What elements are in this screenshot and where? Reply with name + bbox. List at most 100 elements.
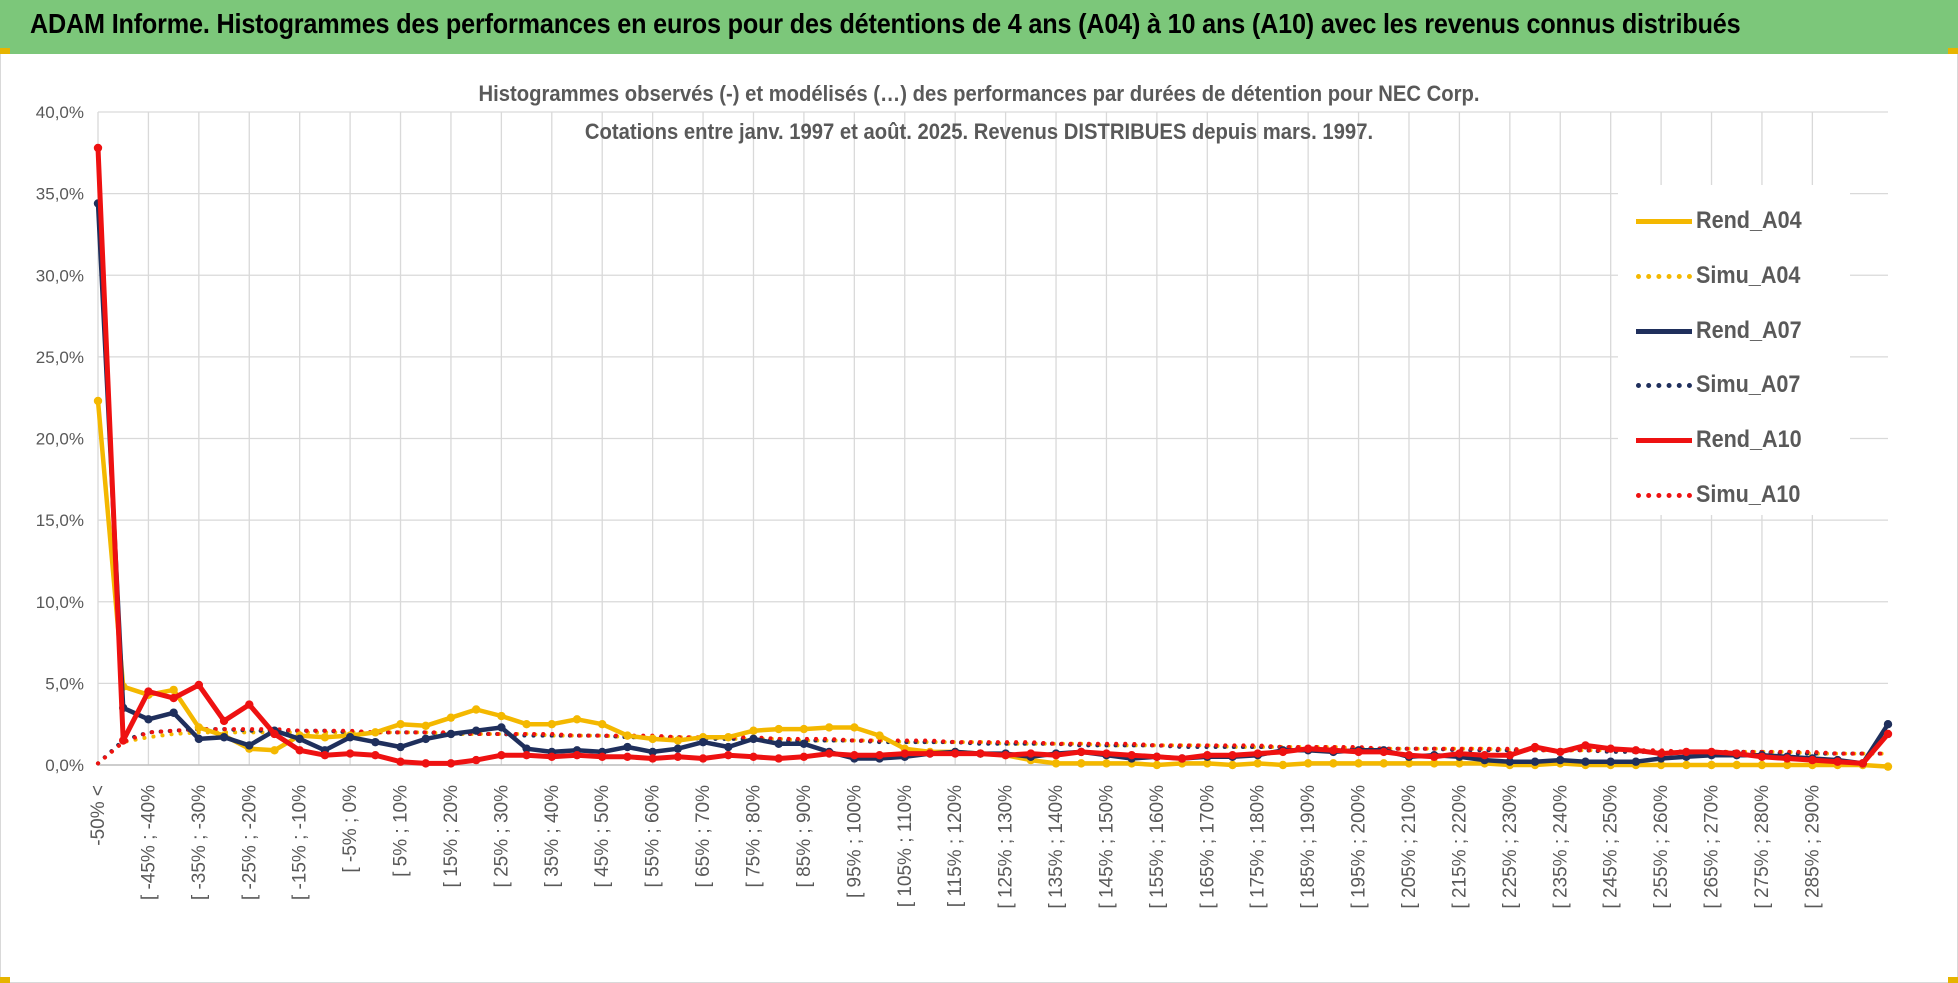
- data-point-rend-a07: [1883, 719, 1893, 729]
- legend-item-simu-a07: Simu_A07: [1618, 371, 1850, 401]
- data-point-rend-a10: [799, 752, 809, 762]
- x-tick-label: [ 165% ; 170%: [1197, 785, 1218, 909]
- corner-mark-bottom-left: [0, 977, 10, 983]
- data-point-rend-a10: [774, 754, 783, 763]
- data-point-rend-a10: [1278, 747, 1288, 757]
- x-tick-label: [ 35% ; 40%: [542, 785, 563, 888]
- x-tick-label: [ 175% ; 180%: [1248, 785, 1269, 909]
- data-point-rend-a10: [1505, 751, 1515, 760]
- x-tick-label: [ 285% ; 290%: [1802, 785, 1823, 909]
- data-point-rend-a04: [522, 719, 531, 729]
- data-point-rend-a10: [194, 680, 204, 690]
- corner-mark-top-left: [0, 48, 10, 54]
- x-tick-label: [ 255% ; 260%: [1651, 785, 1672, 909]
- data-point-rend-a10: [1404, 751, 1414, 760]
- data-point-rend-a10: [1833, 757, 1842, 766]
- data-point-rend-a04: [1203, 759, 1212, 768]
- x-tick-label: [ 55% ; 60%: [643, 785, 664, 888]
- legend-swatch-rend-a04: [1636, 219, 1692, 224]
- data-point-rend-a10: [1556, 747, 1565, 757]
- data-point-rend-a10: [1228, 751, 1237, 760]
- data-point-rend-a10: [522, 751, 531, 760]
- x-tick-label: [ 65% ; 70%: [693, 785, 714, 888]
- chart-title-line-2: Cotations entre janv. 1997 et août. 2025…: [584, 119, 1374, 144]
- report-banner: ADAM Informe. Histogrammes des performan…: [0, 0, 1958, 54]
- x-tick-label: [ 215% ; 220%: [1449, 785, 1470, 909]
- corner-mark-top-right: [1948, 48, 1958, 54]
- data-point-rend-a04: [1329, 759, 1338, 768]
- legend-swatch-rend-a07: [1636, 329, 1692, 334]
- x-tick-label: [ 135% ; 140%: [1046, 785, 1067, 909]
- data-point-rend-a04: [1077, 759, 1086, 768]
- data-point-rend-a10: [245, 700, 254, 709]
- legend-label-simu-a07: Simu_A07: [1696, 371, 1801, 398]
- data-point-rend-a10: [421, 759, 430, 768]
- data-point-rend-a04: [1883, 762, 1893, 771]
- data-point-rend-a07: [623, 742, 632, 752]
- data-point-rend-a10: [673, 752, 683, 762]
- data-point-rend-a04: [1707, 760, 1716, 770]
- legend-item-simu-a10: Simu_A10: [1618, 481, 1850, 511]
- legend-item-rend-a10: Rend_A10: [1618, 426, 1850, 456]
- data-point-rend-a04: [497, 711, 506, 721]
- data-point-rend-a10: [547, 752, 557, 762]
- y-tick-label: 35,0%: [36, 185, 84, 204]
- data-point-rend-a10: [1808, 755, 1817, 765]
- data-point-rend-a10: [371, 751, 380, 760]
- data-point-rend-a04: [421, 721, 430, 731]
- x-tick-label: [ -45% ; -40%: [138, 785, 159, 900]
- x-tick-label: [ 105% ; 110%: [895, 785, 916, 907]
- data-point-rend-a10: [345, 749, 355, 758]
- data-point-rend-a04: [396, 719, 405, 729]
- data-point-rend-a10: [1051, 751, 1061, 760]
- data-point-rend-a04: [1682, 760, 1691, 770]
- data-point-rend-a04: [1253, 759, 1262, 768]
- data-point-rend-a04: [1102, 759, 1111, 768]
- data-point-rend-a04: [673, 736, 683, 745]
- data-point-rend-a10: [1429, 752, 1439, 762]
- x-tick-label: [ 235% ; 240%: [1550, 785, 1571, 909]
- data-point-rend-a10: [1480, 751, 1489, 760]
- data-point-rend-a10: [749, 752, 758, 762]
- legend-label-simu-a10: Simu_A10: [1696, 481, 1801, 508]
- x-tick-label: [ 85% ; 90%: [794, 785, 815, 888]
- data-point-rend-a07: [245, 741, 254, 750]
- data-point-rend-a07: [1556, 755, 1565, 765]
- data-point-rend-a04: [598, 719, 607, 729]
- x-tick-label: [ -15% ; -10%: [290, 785, 311, 900]
- data-point-rend-a10: [1253, 749, 1262, 758]
- data-point-rend-a07: [295, 734, 304, 744]
- data-point-rend-a07: [1606, 757, 1615, 766]
- data-point-rend-a10: [1631, 746, 1641, 755]
- data-point-rend-a10: [572, 751, 582, 760]
- y-tick-label: 25,0%: [36, 348, 84, 367]
- data-point-rend-a10: [1152, 752, 1162, 762]
- data-point-rend-a10: [1127, 751, 1136, 760]
- data-point-rend-a04: [471, 705, 481, 714]
- data-point-rend-a10: [1682, 747, 1691, 757]
- series-line-rend-a10: [95, 145, 1891, 766]
- y-tick-label: 5,0%: [45, 674, 84, 693]
- x-tick-label: [ 95% ; 100%: [844, 785, 865, 898]
- data-point-rend-a07: [194, 734, 204, 744]
- x-tick-label: [ 195% ; 200%: [1349, 785, 1370, 909]
- data-point-rend-a10: [1732, 749, 1741, 758]
- data-point-rend-a04: [1429, 759, 1439, 768]
- data-point-rend-a07: [497, 723, 506, 732]
- data-point-rend-a10: [1026, 749, 1036, 758]
- data-point-rend-a07: [396, 742, 405, 752]
- x-tick-label: [ 25% ; 30%: [491, 785, 512, 888]
- data-point-rend-a07: [673, 744, 683, 753]
- data-point-rend-a04: [1278, 760, 1288, 770]
- data-point-rend-a04: [850, 723, 859, 732]
- data-point-rend-a10: [850, 751, 859, 760]
- data-point-rend-a10: [724, 751, 733, 760]
- data-point-rend-a04: [270, 746, 279, 755]
- data-point-rend-a10: [1606, 744, 1615, 753]
- legend-item-rend-a07: Rend_A07: [1618, 317, 1850, 347]
- data-point-rend-a10: [1102, 749, 1111, 758]
- data-point-rend-a04: [749, 726, 758, 735]
- data-point-rend-a10: [1077, 747, 1086, 757]
- legend-label-simu-a04: Simu_A04: [1696, 262, 1801, 289]
